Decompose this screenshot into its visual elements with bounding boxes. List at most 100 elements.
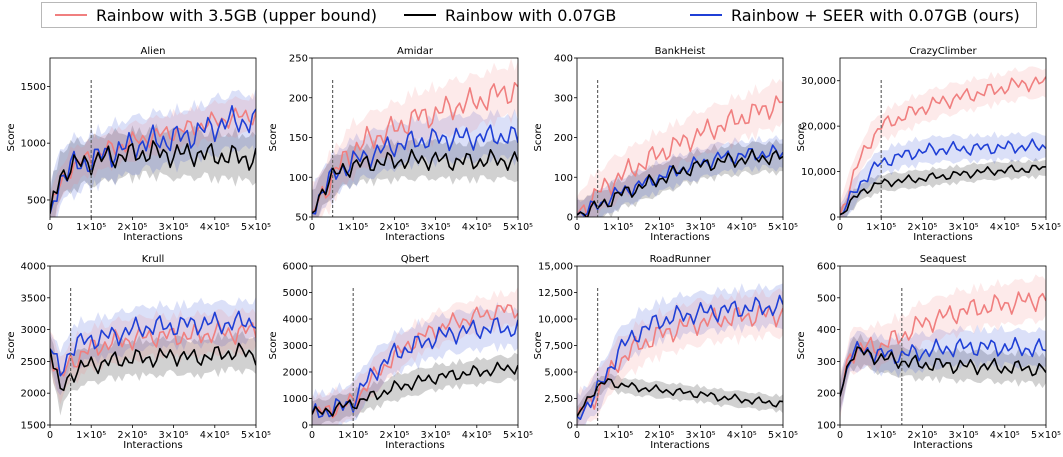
x-tick-label: 1×10⁵ [76,430,106,441]
x-tick-label: 0 [837,430,843,441]
plot-area [840,66,1046,217]
x-tick-label: 3×10⁵ [159,430,189,441]
y-tick-label: 500 [817,293,836,304]
subplot-title: BankHeist [655,46,706,57]
axes-frame [49,57,257,218]
legend-item-seer: Rainbow + SEER with 0.07GB (ours) [690,3,1020,27]
y-tick-label: 100 [817,421,836,432]
x-tick-label: 4×10⁵ [727,222,757,233]
subplot-title: Seaquest [920,254,967,265]
subplot-bankheist: BankHeist 0 100 200 300 400 0 1×10⁵ 2×10⁵ 3×10⁵ 4×… [533,46,798,243]
x-tick-label: 0 [574,430,580,441]
x-tick-label: 3×10⁵ [949,430,979,441]
x-tick-label: 1×10⁵ [338,222,368,233]
x-tick-label: 3×10⁵ [421,222,451,233]
y-axis-label: Score [796,123,807,151]
y-tick-label: 0 [302,421,308,432]
line-baseline [50,342,256,392]
y-tick-label: 5,000 [544,368,573,379]
plot-area [50,87,256,217]
y-tick-label: 3000 [283,341,308,352]
x-tick-label: 3×10⁵ [159,222,189,233]
x-tick-label: 2×10⁵ [644,430,674,441]
line-seer [312,124,518,215]
x-tick-label: 5×10⁵ [1031,430,1061,441]
legend-line-baseline [404,14,436,16]
line-seer [577,294,783,421]
axes-frame [839,265,1047,426]
y-tick-label: 3500 [21,293,46,304]
y-tick-label: 10,000 [538,315,573,326]
y-tick-label: 200 [554,133,573,144]
line-upper-bound [312,304,518,419]
y-tick-label: 300 [817,357,836,368]
axes-frame [839,57,1047,218]
plot-area [312,286,518,425]
x-tick-label: 4×10⁵ [462,222,492,233]
plot-area [312,58,518,217]
subplot-krull: Krull 1500 2000 2500 3000 3500 4000 0 1×10⁵ 2×10⁵… [6,254,271,451]
subplot-title: RoadRunner [650,254,712,265]
y-tick-label: 1500 [21,82,46,93]
y-tick-label: 100 [289,173,308,184]
y-tick-label: 3000 [21,325,46,336]
line-upper-bound [577,305,783,417]
subplot-title: Krull [142,254,165,265]
x-tick-label: 5×10⁵ [503,222,533,233]
y-tick-label: 200 [817,389,836,400]
x-tick-label: 4×10⁵ [990,430,1020,441]
x-tick-label: 1×10⁵ [866,430,896,441]
legend: Rainbow with 3.5GB (upper bound) Rainbow… [41,2,1037,28]
x-tick-label: 5×10⁵ [768,430,798,441]
y-tick-label: 400 [817,325,836,336]
line-seer [50,310,256,377]
x-tick-label: 4×10⁵ [990,222,1020,233]
line-baseline [577,378,783,417]
x-tick-label: 1×10⁵ [866,222,896,233]
y-axis-label: Score [6,123,17,151]
y-axis-label: Score [533,123,544,151]
x-tick-label: 2×10⁵ [117,430,147,441]
plot-area [840,274,1046,421]
y-tick-label: 50 [295,213,308,224]
band-seer [50,296,256,396]
legend-label-baseline: Rainbow with 0.07GB [445,5,617,25]
line-seer [840,138,1046,216]
subplot-amidar: Amidar 50 100 150 200 250 0 1×10⁵ 2×10⁵ 3×10⁵ 4×10… [268,46,533,243]
x-tick-label: 1×10⁵ [338,430,368,441]
y-tick-label: 10,000 [801,167,836,178]
x-axis-label: Interactions [385,440,444,451]
y-tick-label: 400 [554,54,573,65]
y-tick-label: 0 [567,213,573,224]
plot-area [577,78,783,217]
line-upper-bound [312,82,518,214]
y-tick-label: 2,500 [544,394,573,405]
y-axis-label: Score [268,123,279,151]
band-seer [577,283,783,425]
x-tick-label: 4×10⁵ [200,430,230,441]
x-tick-label: 1×10⁵ [603,430,633,441]
y-axis-label: Score [6,331,17,359]
x-axis-label: Interactions [913,440,972,451]
y-axis-label: Score [268,331,279,359]
y-tick-label: 250 [289,54,308,65]
line-baseline [840,346,1046,397]
band-seer [312,108,518,217]
legend-line-seer [690,14,722,16]
legend-label-seer: Rainbow + SEER with 0.07GB (ours) [731,5,1020,25]
x-tick-label: 2×10⁵ [907,430,937,441]
x-tick-label: 2×10⁵ [644,222,674,233]
y-tick-label: 4000 [283,315,308,326]
band-baseline [312,137,518,217]
x-tick-label: 3×10⁵ [421,430,451,441]
plot-area [577,283,783,425]
x-tick-label: 5×10⁵ [241,430,271,441]
x-tick-label: 0 [574,222,580,233]
band-seer [50,87,256,217]
x-tick-label: 5×10⁵ [503,430,533,441]
line-upper-bound [840,76,1046,215]
x-tick-label: 1×10⁵ [603,222,633,233]
y-tick-label: 1000 [21,139,46,150]
x-axis-label: Interactions [650,440,709,451]
